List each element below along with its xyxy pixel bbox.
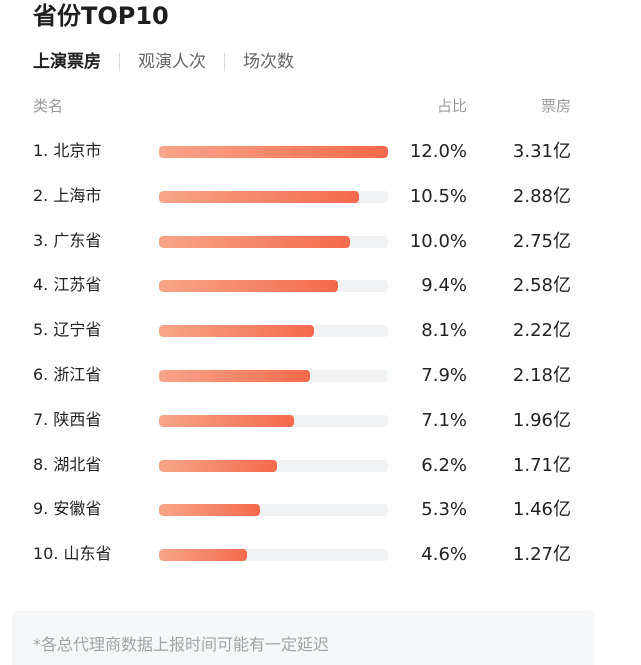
share-bar-fill	[159, 190, 360, 203]
province-name: 1. 北京市	[33, 141, 102, 160]
box-office-value: 2.58亿	[512, 275, 571, 297]
share-bar-track	[159, 190, 388, 203]
tab-divider	[119, 53, 120, 71]
tab-divider	[224, 53, 225, 71]
share-value: 10.0%	[409, 230, 467, 252]
table-row: 9. 安徽省 5.3% 1.46亿	[0, 489, 641, 534]
share-value: 10.5%	[409, 185, 467, 207]
share-bar-fill	[159, 459, 278, 472]
province-ranking-list: 1. 北京市 12.0% 3.31亿 2. 上海市 10.5% 2.88亿 3. 广东省 10…	[0, 131, 641, 579]
share-bar-fill	[159, 504, 261, 517]
province-name: 5. 辽宁省	[33, 320, 102, 340]
province-name: 4. 江苏省	[33, 275, 102, 295]
table-row: 10. 山东省 4.6% 1.27亿	[0, 534, 641, 579]
header-box-office: 票房	[540, 97, 571, 115]
table-row: 1. 北京市 12.0% 3.31亿	[0, 131, 641, 176]
tab-attendance[interactable]: 观演人次	[138, 52, 206, 72]
share-bar-track	[159, 504, 388, 517]
box-office-value: 1.71亿	[512, 454, 571, 476]
province-name: 9. 安徽省	[33, 499, 102, 519]
share-bar-track	[159, 280, 388, 293]
share-bar-track	[159, 146, 388, 158]
table-row: 6. 浙江省 7.9% 2.18亿	[0, 355, 641, 400]
tab-box-office[interactable]: 上演票房	[33, 52, 101, 72]
footnote-text: *各总代理商数据上报时间可能有一定延迟	[33, 635, 330, 654]
province-name: 6. 浙江省	[33, 364, 102, 384]
share-value: 6.2%	[421, 454, 467, 476]
table-row: 8. 湖北省 6.2% 1.71亿	[0, 445, 641, 490]
share-bar-fill	[159, 235, 350, 248]
share-bar-track	[159, 459, 388, 472]
table-row: 4. 江苏省 9.4% 2.58亿	[0, 265, 641, 310]
share-value: 8.1%	[421, 320, 467, 342]
table-row: 3. 广东省 10.0% 2.75亿	[0, 221, 641, 266]
share-bar-track	[159, 549, 388, 562]
footnote-panel: *各总代理商数据上报时间可能有一定延迟	[12, 611, 594, 665]
share-value: 7.1%	[421, 409, 467, 431]
box-office-value: 2.75亿	[512, 230, 571, 252]
box-office-value: 2.22亿	[512, 320, 571, 342]
share-bar-track	[159, 414, 388, 427]
share-bar-fill	[159, 280, 339, 293]
share-bar-track	[159, 235, 388, 248]
table-row: 5. 辽宁省 8.1% 2.22亿	[0, 310, 641, 355]
province-name: 3. 广东省	[33, 230, 102, 250]
table-header: 类名 占比 票房	[0, 95, 641, 117]
share-bar-track	[159, 369, 388, 382]
box-office-value: 1.27亿	[512, 544, 571, 566]
tab-sessions[interactable]: 场次数	[243, 52, 294, 72]
share-bar-fill	[159, 414, 295, 427]
province-name: 2. 上海市	[33, 185, 102, 205]
box-office-value: 1.46亿	[512, 499, 571, 521]
share-bar-fill	[159, 549, 247, 562]
table-row: 2. 上海市 10.5% 2.88亿	[0, 176, 641, 221]
share-bar-fill	[159, 369, 310, 382]
province-name: 7. 陕西省	[33, 409, 102, 429]
box-office-value: 1.96亿	[512, 409, 571, 431]
share-value: 4.6%	[421, 544, 467, 566]
box-office-value: 2.88亿	[512, 185, 571, 207]
page-title: 省份TOP10	[33, 2, 169, 30]
metric-tabs: 上演票房 观演人次 场次数	[33, 49, 294, 75]
share-value: 5.3%	[421, 499, 467, 521]
province-name: 8. 湖北省	[33, 454, 102, 474]
share-bar-fill	[159, 146, 388, 158]
province-name: 10. 山东省	[33, 544, 112, 564]
share-bar-track	[159, 325, 388, 338]
box-office-value: 3.31亿	[512, 141, 571, 162]
share-value: 9.4%	[421, 275, 467, 297]
box-office-value: 2.18亿	[512, 364, 571, 386]
header-name: 类名	[33, 97, 64, 115]
share-bar-fill	[159, 325, 314, 338]
header-share: 占比	[436, 97, 467, 115]
share-value: 12.0%	[409, 141, 467, 162]
share-value: 7.9%	[421, 364, 467, 386]
table-row: 7. 陕西省 7.1% 1.96亿	[0, 400, 641, 445]
